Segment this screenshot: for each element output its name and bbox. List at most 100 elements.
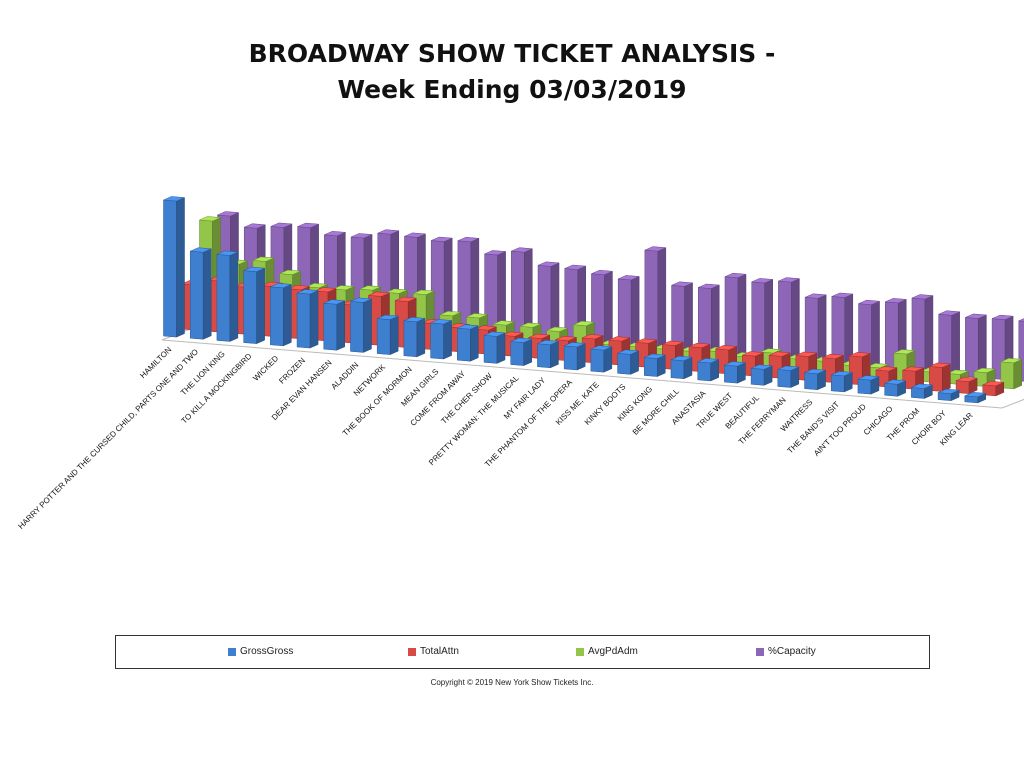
bar-top-face — [261, 281, 283, 287]
bar-front-face — [350, 301, 364, 353]
chart-title: BROADWAY SHOW TICKET ANALYSIS - Week End… — [0, 36, 1024, 108]
legend-swatch-capacity — [756, 647, 764, 656]
bar-front-face — [724, 364, 738, 384]
bar-top-face — [306, 283, 328, 289]
bar-top-face — [724, 272, 747, 278]
bar-top-face — [1000, 358, 1022, 364]
bar-top-face — [670, 355, 693, 361]
bar-capacity-be-more-chill — [724, 272, 747, 359]
bar-top-face — [332, 285, 355, 291]
bar-front-face — [590, 348, 605, 373]
bar-top-face — [484, 250, 506, 256]
bar-capacity-kinky-boots — [671, 281, 693, 354]
category-label-come-from-away: COME FROM AWAY — [409, 369, 468, 428]
bar-top-face — [698, 283, 720, 289]
bar-top-face — [537, 261, 560, 267]
bar-top-face — [697, 358, 719, 364]
chart-bars — [163, 196, 1024, 404]
bar-top-face — [395, 296, 417, 302]
bar-front-face — [911, 387, 925, 399]
bar-top-face — [617, 349, 639, 355]
bar-top-face — [831, 292, 853, 298]
bar-grossgross-aladdin — [350, 297, 372, 353]
bar-top-face — [270, 283, 292, 289]
bar-side-face — [309, 290, 319, 349]
bar-grossgross-king-lear — [964, 392, 987, 404]
bar-top-face — [217, 211, 239, 217]
bar-grossgross-frozen — [296, 289, 319, 349]
bar-top-face — [386, 288, 408, 294]
bar-top-face — [297, 222, 319, 228]
category-label-the-cher-show: THE CHER SHOW — [439, 371, 494, 426]
bar-top-face — [377, 229, 399, 235]
bar-side-face — [550, 340, 559, 369]
bar-top-face — [270, 222, 293, 228]
bar-top-face — [973, 367, 996, 373]
bar-front-face — [644, 249, 659, 352]
bar-top-face — [751, 278, 773, 284]
bar-side-face — [630, 276, 640, 350]
bar-top-face — [715, 345, 737, 351]
bar-grossgross-choir-boy — [937, 388, 960, 402]
bar-top-face — [528, 333, 550, 339]
bar-side-face — [416, 317, 426, 358]
bar-top-face — [724, 361, 746, 367]
bar-capacity-come-from-away — [511, 247, 533, 341]
bar-top-face — [314, 287, 337, 293]
bar-top-face — [288, 285, 310, 291]
bar-top-face — [519, 322, 542, 328]
bar-side-face — [576, 343, 586, 371]
bar-top-face — [671, 281, 693, 287]
bar-side-face — [229, 251, 239, 342]
bar-top-face — [911, 294, 934, 300]
bar-grossgross-the-phantom-of-the-opera — [563, 342, 586, 371]
bar-top-face — [555, 335, 577, 342]
bar-front-face — [323, 302, 338, 351]
bar-grossgross-the-band-s-visit — [830, 371, 853, 393]
bar-capacity-the-phantom-of-the-opera — [617, 275, 640, 350]
bar-top-face — [457, 324, 479, 330]
bar-top-face — [359, 285, 381, 291]
bar-grossgross-the-prom — [911, 383, 933, 399]
bar-top-face — [564, 342, 586, 348]
bar-front-face — [777, 369, 792, 388]
legend-label-avgpdadm: AvgPdAdm — [588, 646, 638, 657]
bar-front-face — [403, 320, 418, 358]
legend-swatch-grossgross — [228, 647, 236, 656]
bar-top-face — [190, 247, 212, 253]
bar-side-face — [791, 278, 800, 363]
bar-top-face — [947, 369, 969, 375]
bar-front-face — [270, 286, 284, 347]
bar-side-face — [657, 247, 667, 352]
bar-front-face — [751, 281, 765, 361]
bar-top-face — [582, 334, 604, 340]
bar-grossgross-the-ferryman — [777, 365, 800, 388]
bar-top-face — [448, 323, 470, 329]
bar-top-face — [403, 316, 425, 323]
bar-top-face — [431, 236, 453, 242]
bar-side-face — [951, 311, 960, 376]
bar-top-face — [252, 256, 275, 262]
bar-front-face — [483, 335, 498, 364]
bar-side-face — [443, 320, 452, 360]
bar-top-face — [216, 250, 239, 256]
bar-grossgross-beautiful — [750, 364, 773, 386]
legend-item-avgpdadm: AvgPdAdm — [576, 646, 638, 657]
bar-capacity-anastasia — [751, 278, 773, 361]
bar-grossgross-the-book-of-mormon — [403, 316, 426, 358]
bar-grossgross-the-lion-king — [216, 250, 239, 342]
bar-top-face — [644, 353, 666, 359]
bar-capacity-beautiful — [804, 293, 827, 365]
bar-top-face — [493, 320, 515, 326]
bar-top-face — [368, 291, 390, 297]
bar-top-face — [510, 337, 532, 343]
bar-top-face — [323, 299, 345, 305]
bar-front-face — [243, 270, 257, 344]
bar-grossgross-wicked — [270, 283, 292, 347]
bar-side-face — [202, 248, 212, 340]
bar-front-face — [216, 254, 231, 342]
bar-grossgross-true-west — [724, 361, 746, 384]
bar-top-face — [537, 339, 559, 346]
bar-grossgross-pretty-woman-the-musical — [510, 337, 532, 366]
bar-side-face — [363, 298, 372, 353]
